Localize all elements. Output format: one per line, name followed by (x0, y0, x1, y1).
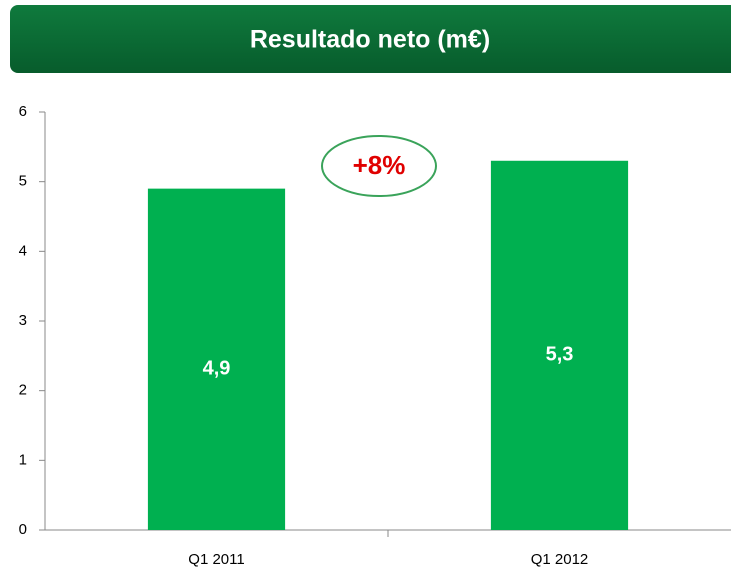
chart-title: Resultado neto (m€) (250, 26, 490, 54)
bar (147, 188, 286, 530)
y-tick-label: 5 (19, 173, 27, 190)
y-tick-label: 6 (19, 103, 27, 120)
x-tick-label: Q1 2011 (188, 551, 244, 568)
y-tick-label: 1 (19, 451, 27, 468)
y-tick-label: 4 (19, 242, 27, 259)
annotation-ellipse (321, 135, 437, 197)
x-tick-label: Q1 2012 (531, 551, 589, 568)
value-label: 5,3 (546, 344, 574, 366)
y-tick-label: 3 (19, 312, 27, 329)
title-banner (10, 5, 731, 73)
bar (490, 160, 629, 530)
y-tick-label: 2 (19, 382, 27, 399)
y-tick-label: 0 (19, 521, 27, 538)
annotation: +8% (353, 150, 406, 180)
value-label: 4,9 (203, 358, 231, 380)
